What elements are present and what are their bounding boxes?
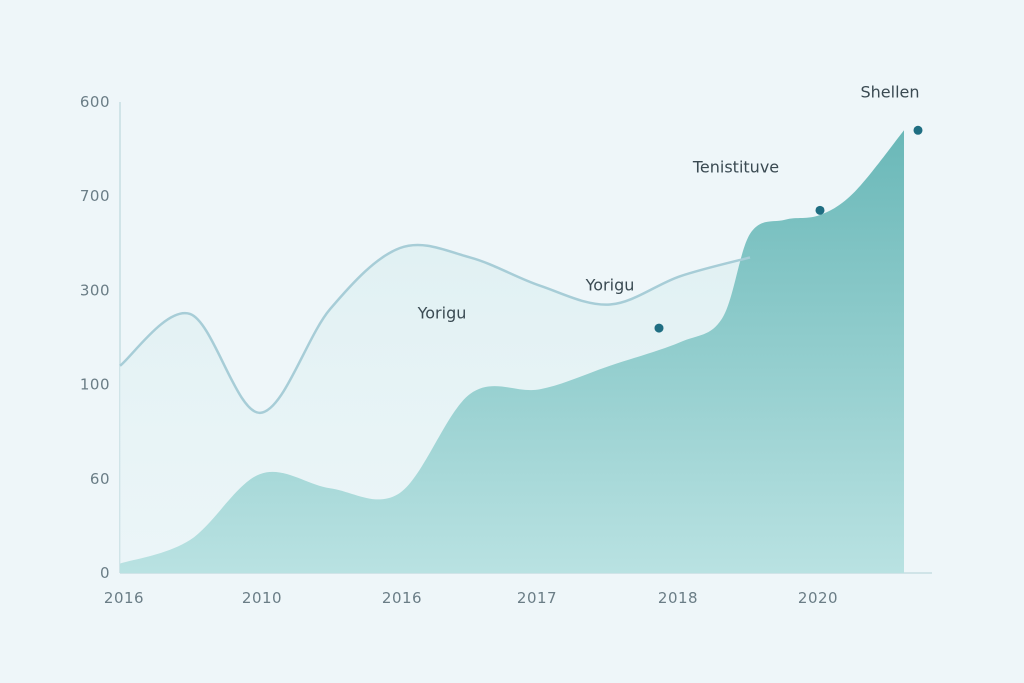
data-point-0 — [654, 323, 664, 333]
y-tick-label: 600 — [80, 93, 110, 111]
x-tick-label: 2016 — [104, 589, 144, 607]
area-series — [120, 130, 904, 573]
data-point-2 — [913, 125, 923, 135]
annotation-1: Yorigu — [585, 275, 635, 294]
y-tick-label: 60 — [90, 470, 110, 488]
x-tick-label: 2018 — [658, 589, 698, 607]
annotation-3: Shellen — [860, 82, 919, 101]
x-tick-label: 2016 — [382, 589, 422, 607]
y-tick-label: 0 — [100, 564, 110, 582]
annotation-0: Yorigu — [417, 304, 467, 323]
x-tick-label: 2010 — [242, 589, 282, 607]
y-tick-label: 100 — [80, 376, 110, 394]
y-tick-label: 700 — [80, 187, 110, 205]
data-point-1 — [815, 205, 825, 215]
x-tick-label: 2017 — [517, 589, 557, 607]
x-tick-label: 2020 — [798, 589, 838, 607]
annotation-2: Tenistituve — [692, 158, 779, 177]
line-series — [119, 243, 751, 415]
y-tick-label: 300 — [80, 281, 110, 299]
